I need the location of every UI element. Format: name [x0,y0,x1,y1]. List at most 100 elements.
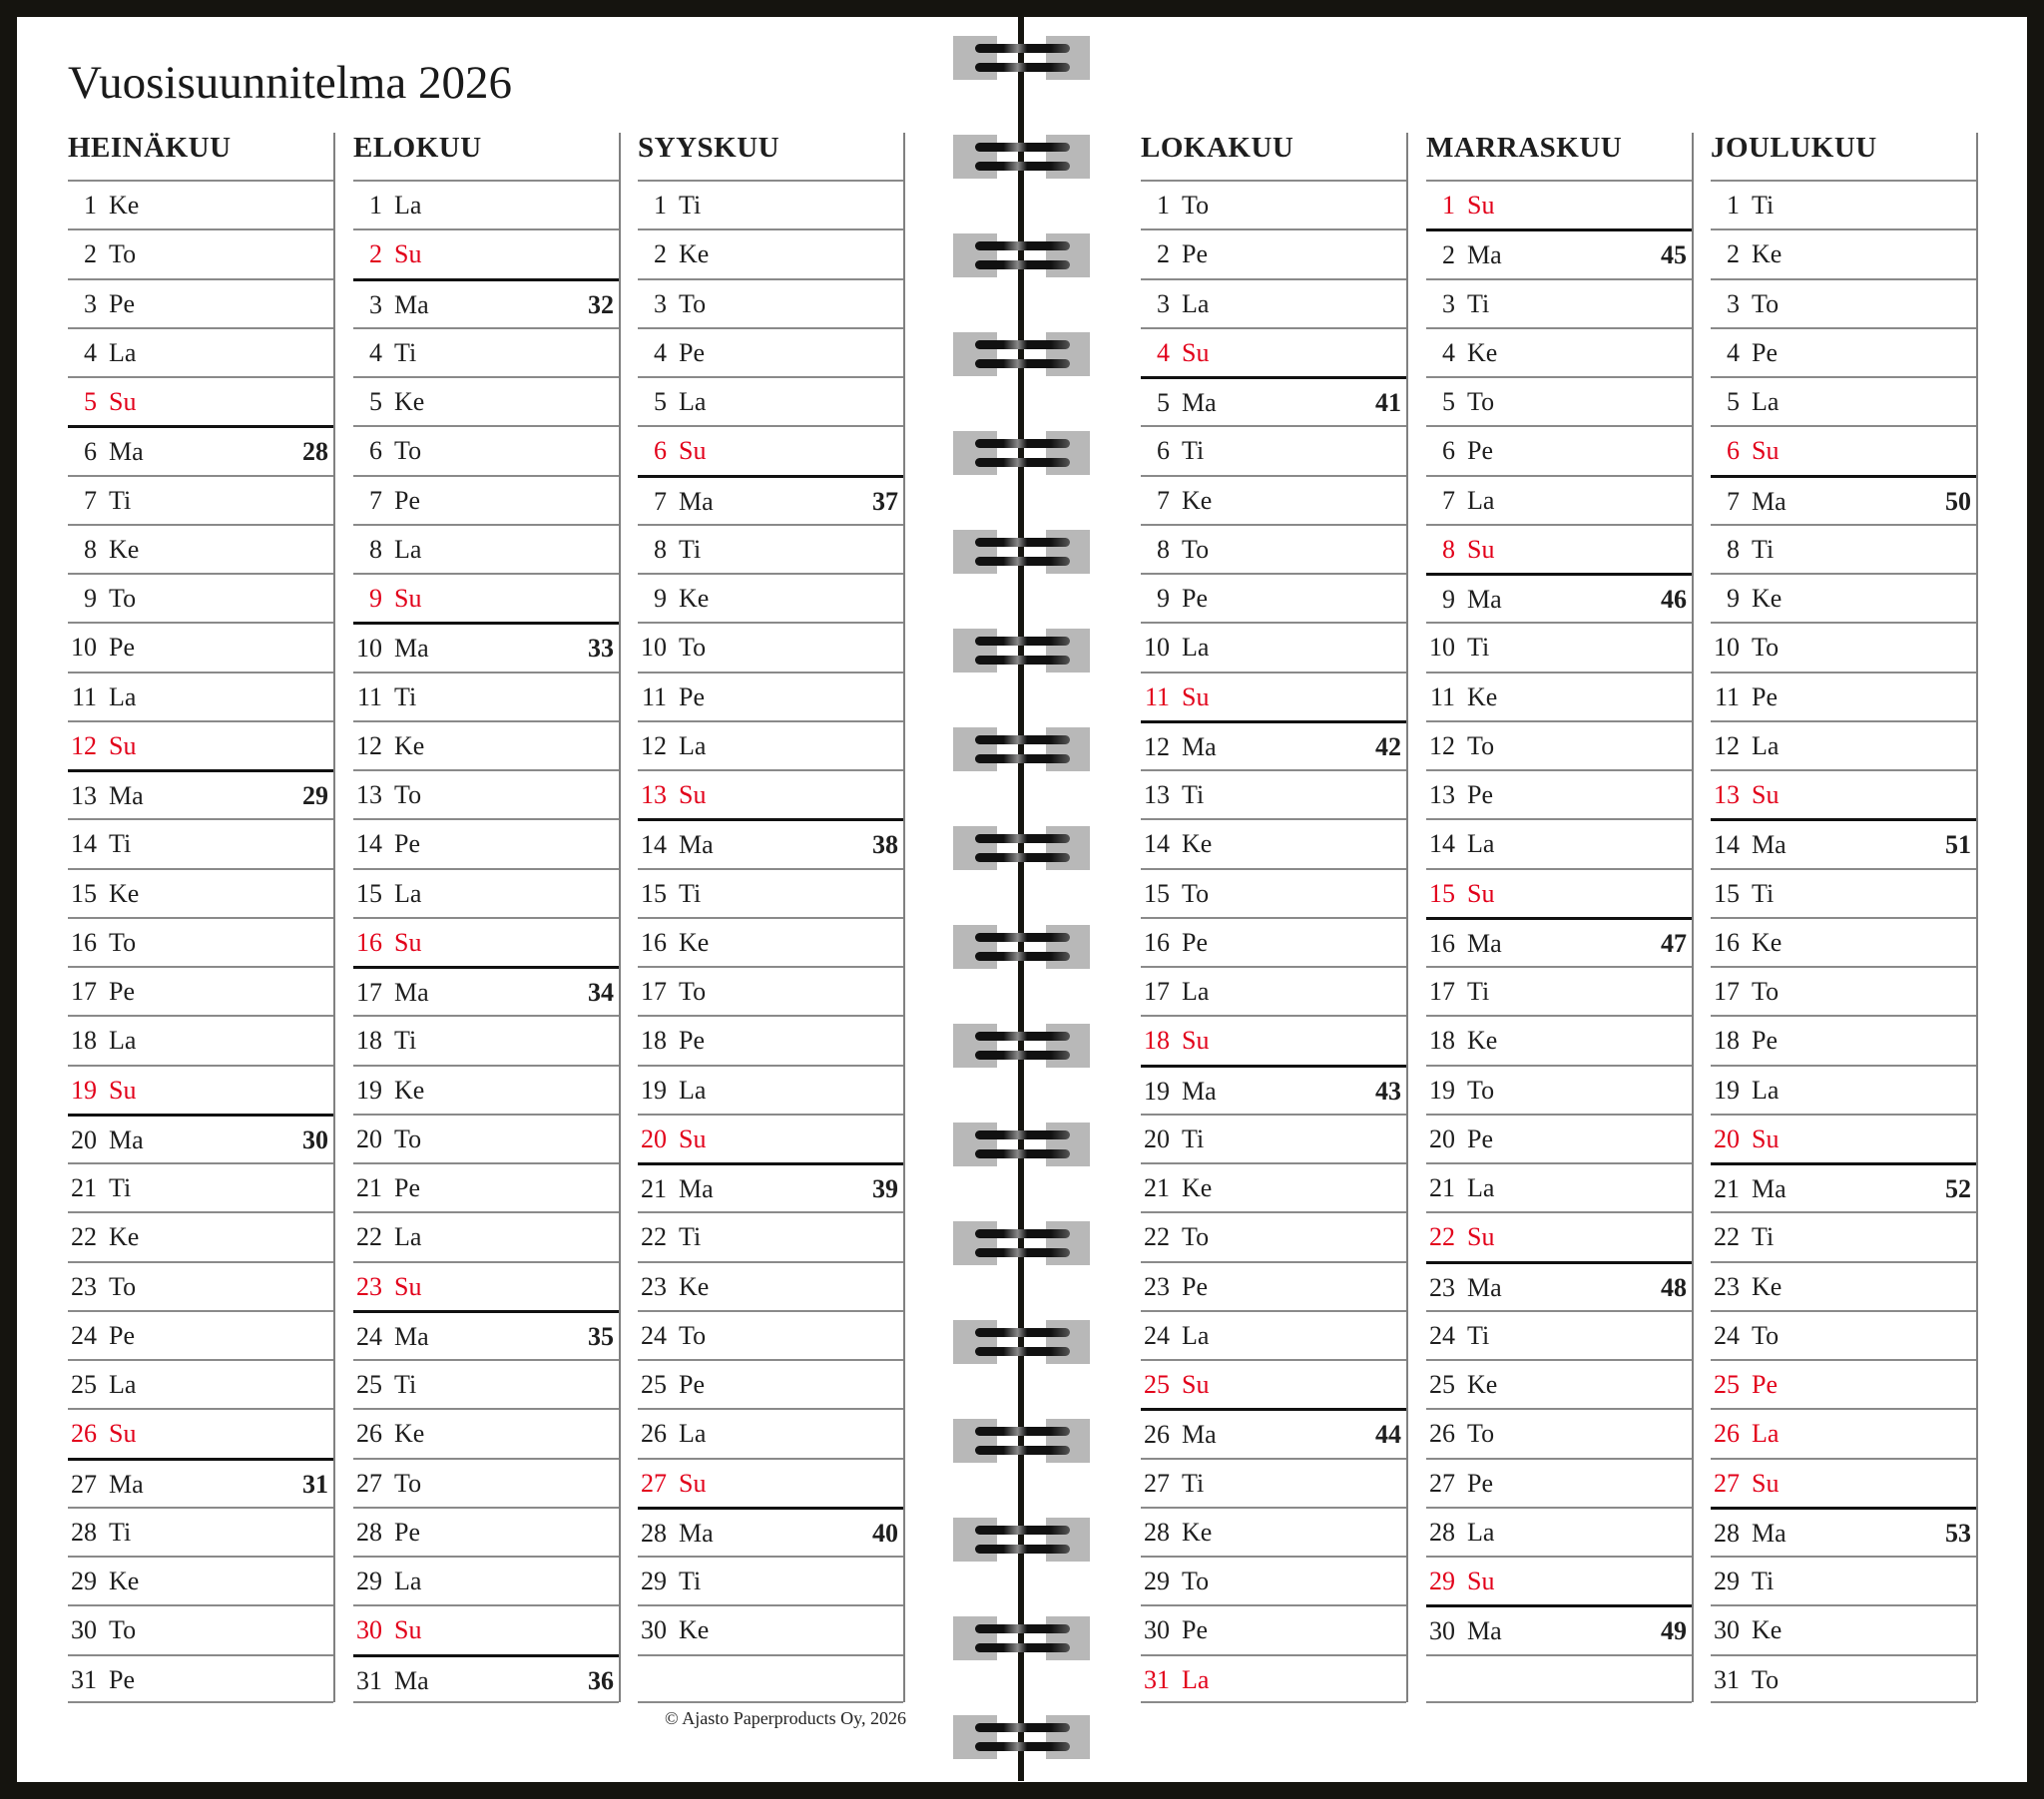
weekday: To [1752,288,1780,318]
day-number: 4 [654,337,667,367]
spiral-coil [953,530,1091,576]
day-row: 22 Su [1426,1211,1692,1260]
day-row: 10 La [1141,622,1406,671]
day-number: 2 [369,239,382,269]
day-number: 29 [71,1567,97,1595]
day-row: 27 Pe [1426,1457,1692,1507]
weekday: Ma [1467,240,1502,270]
day-number: 21 [1144,1173,1170,1202]
day-row: 30 Ma 49 [1426,1604,1692,1653]
day-number: 24 [71,1320,97,1350]
spiral-coil [953,1419,1091,1465]
day-number: 30 [356,1615,382,1645]
day-row: 25 La [68,1359,333,1408]
day-number: 13 [1714,780,1740,809]
week-number: 34 [588,978,614,1007]
day-number: 6 [1157,436,1170,466]
day-row: 14 Ke [1141,818,1406,867]
day-row: 30 Su [353,1604,619,1653]
weekday: Pe [1182,1271,1208,1301]
coil-wire [975,1032,1070,1041]
day-number: 27 [71,1469,97,1499]
week-number: 45 [1661,240,1687,270]
day-row: 6 Ti [1141,425,1406,474]
day-row: 5 Su [68,376,333,425]
weekday: Ti [679,1567,702,1595]
day-number: 22 [1714,1222,1740,1252]
day-number: 27 [1714,1468,1740,1498]
day-row: 25 Pe [638,1359,903,1408]
day-row: 16 Pe [1141,916,1406,966]
weekday: Su [109,730,137,760]
weekday: Ti [394,1370,417,1399]
day-number: 27 [356,1468,382,1498]
day-number: 6 [369,436,382,466]
month-column: LOKAKUU 1 To 2 Pe 3 La 4 Su 5 Ma 41 6 Ti 7 Ke 8 To 9 Pe 10 La… [1141,133,1408,1703]
day-number: 23 [1144,1271,1170,1301]
coil-wire [975,834,1070,843]
weekday: To [109,239,137,269]
coil-wire [975,637,1070,646]
day-row: 17 Ma 34 [353,966,619,1015]
day-number: 1 [1727,191,1740,220]
binding-hole [953,826,997,870]
weekday: Ke [394,387,425,416]
weekday: La [1467,1517,1495,1547]
day-number: 20 [641,1124,667,1153]
weekday: Ke [1752,927,1783,957]
day-number: 16 [1144,927,1170,957]
day-row: 22 Ti [638,1211,903,1260]
day-row: 19 Su [68,1064,333,1114]
day-row: 27 Ma 31 [68,1457,333,1507]
day-row: 5 Ke [353,376,619,425]
day-number: 5 [1157,388,1170,417]
day-row: 7 Ma 37 [638,474,903,524]
day-number: 24 [356,1321,382,1351]
day-row: 28 La [1426,1506,1692,1556]
day-row: 5 Ma 41 [1141,376,1406,425]
day-row: 24 To [638,1309,903,1359]
day-row: 15 Ke [68,867,333,917]
day-number: 24 [1714,1320,1740,1350]
day-number: 1 [84,191,97,220]
day-number: 15 [1429,878,1455,908]
day-number: 21 [71,1173,97,1202]
day-number: 20 [1144,1124,1170,1153]
week-number: 52 [1945,1174,1971,1203]
week-number: 50 [1945,486,1971,516]
day-number: 5 [1442,387,1455,416]
day-number: 31 [1714,1664,1740,1694]
day-row: 23 Ma 48 [1426,1260,1692,1310]
day-number: 13 [641,780,667,809]
binding-hole [1046,925,1090,969]
day-number: 8 [369,534,382,564]
weekday: Ti [679,534,702,564]
day-row: 10 Ti [1426,622,1692,671]
day-number: 26 [356,1419,382,1449]
day-number: 17 [356,978,382,1007]
day-row: 3 La [1141,277,1406,327]
day-row: 13 To [353,769,619,818]
day-row: 12 La [638,719,903,769]
day-number: 17 [1429,977,1455,1006]
binding-hole [953,1123,997,1166]
day-row: 5 La [1711,376,1976,425]
day-row: 18 Ke [1426,1015,1692,1064]
day-number: 17 [641,977,667,1006]
day-number: 28 [1144,1517,1170,1547]
weekday: La [394,878,422,908]
day-row: 15 Ti [638,867,903,917]
day-number: 4 [369,337,382,367]
week-number: 31 [302,1469,328,1499]
day-row: 20 Su [1711,1113,1976,1162]
binding-hole [953,1518,997,1562]
day-row: 21 La [1426,1162,1692,1211]
day-number: 29 [356,1567,382,1595]
day-number: 26 [1429,1419,1455,1449]
weekday: Ma [109,437,144,467]
weekday: Su [394,239,422,269]
weekday: Ke [109,878,140,908]
weekday: Su [679,1468,707,1498]
week-number: 53 [1945,1518,1971,1548]
weekday: To [109,584,137,613]
